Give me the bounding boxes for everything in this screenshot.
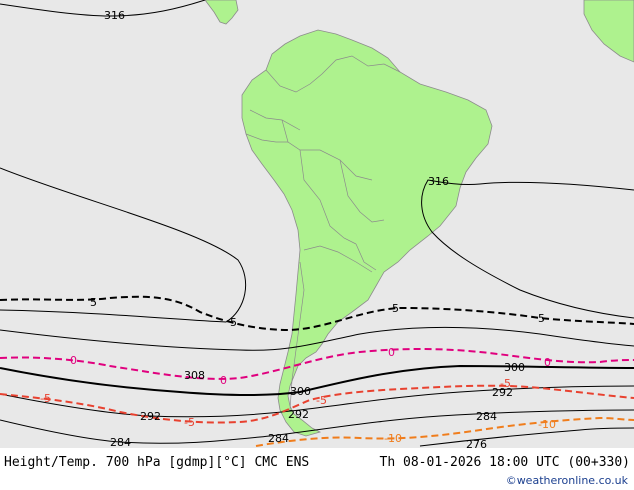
temperature-contours [0,295,634,447]
isotherm-0 [0,348,634,380]
height-label: 300 [504,361,525,374]
temp-label-0: 0 [544,356,551,369]
temp-label-minus10: -10 [538,418,556,431]
country-borders [245,55,401,411]
height-label: 300 [290,385,311,398]
temp-label-5: 5 [90,296,97,309]
height-label: 284 [268,432,289,445]
temperature-labels: 5 5 5 5 0 0 0 0 -5 -5 -5 -5 -10 -10 [40,296,556,445]
height-label: 292 [288,408,309,421]
isotherm-minus10 [255,416,634,447]
height-labels: 316 316 308 300 300 292 292 292 284 284 … [104,9,525,451]
height-label: 316 [428,175,449,188]
south-america-land [241,29,493,437]
credit-link[interactable]: ©weatheronline.co.uk [505,474,628,487]
temp-label-5: 5 [538,312,545,325]
map-title: Height/Temp. 700 hPa [gdmp][°C] CMC ENS [4,455,310,470]
temp-label-5: 5 [230,316,237,329]
contour-316-top [0,0,206,17]
contour-284 [0,409,634,444]
height-label: 292 [492,386,513,399]
temp-label-minus5: -5 [316,394,327,407]
height-label: 284 [476,410,497,423]
contour-276 [419,427,634,447]
height-label: 284 [110,436,131,449]
contour-308 [0,326,634,351]
temp-label-0: 0 [220,374,227,387]
africa-edge-land [583,0,634,63]
footer-bar [0,448,634,490]
temp-label-minus5: -5 [500,377,511,390]
temp-label-minus5: -5 [40,392,51,405]
temp-label-0: 0 [388,346,395,359]
height-label: 292 [140,410,161,423]
isotherm-5 [0,295,634,332]
height-label: 276 [466,438,487,451]
contour-292 [0,385,634,418]
contour-300 [0,364,634,396]
height-label: 308 [184,369,205,382]
central-america-land [204,0,239,25]
temp-label-0: 0 [70,354,77,367]
valid-time: Th 08-01-2026 18:00 UTC (00+330) [379,455,630,470]
temp-label-5: 5 [392,302,399,315]
temp-label-minus5: -5 [184,416,195,429]
height-label: 316 [104,9,125,22]
height-contours [0,0,634,447]
contour-316-brazil [421,179,634,319]
contour-316-loop [0,167,247,323]
land-masses [204,0,634,437]
temp-label-minus10: -10 [384,432,402,445]
